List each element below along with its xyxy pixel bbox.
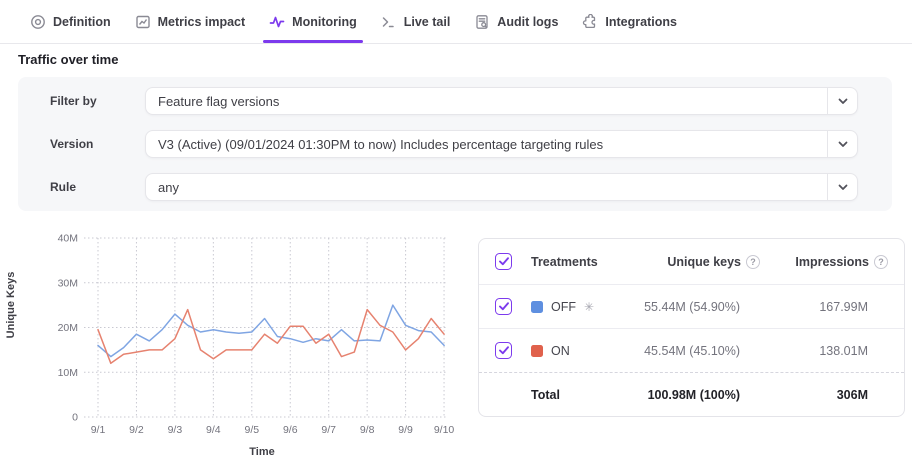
target-icon: [30, 14, 46, 30]
table-header-row: Treatments Unique keys ? Impressions ?: [479, 239, 904, 284]
help-icon[interactable]: ?: [746, 254, 760, 269]
svg-text:9/4: 9/4: [206, 424, 221, 436]
tab-audit-logs[interactable]: Audit logs: [462, 0, 570, 43]
svg-text:9/10: 9/10: [434, 424, 455, 436]
off-treatment-checkbox[interactable]: [495, 298, 512, 315]
on-impressions-value: 138.01M: [819, 343, 868, 358]
off-unique-keys-value: 55.44M (54.90%): [644, 299, 740, 314]
chart-canvas: 0 10M 20M 30M 40M 9/1 9/2 9/3 9/4 9/5 9/6 9/7 9/8 9/9…: [5, 233, 455, 459]
metrics-chart-icon: [135, 14, 151, 30]
treatment-name: ON: [551, 343, 570, 358]
rule-select[interactable]: any: [145, 173, 858, 201]
total-label: Total: [531, 387, 560, 402]
svg-text:Unique Keys: Unique Keys: [5, 272, 17, 339]
version-label: Version: [50, 137, 94, 151]
table-row-on: ON 45.54M (45.10%) 138.01M: [479, 328, 904, 372]
filter-panel: Filter by Feature flag versions Version …: [18, 77, 892, 211]
impressions-column-header: Impressions: [795, 254, 869, 269]
svg-text:30M: 30M: [58, 277, 78, 289]
svg-text:10M: 10M: [58, 367, 78, 379]
svg-text:9/3: 9/3: [168, 424, 183, 436]
filter-row-filter-by: Filter by Feature flag versions: [50, 87, 858, 115]
svg-text:0: 0: [72, 412, 78, 424]
svg-text:9/8: 9/8: [360, 424, 375, 436]
filter-by-select[interactable]: Feature flag versions: [145, 87, 858, 115]
tab-monitoring[interactable]: Monitoring: [257, 0, 369, 43]
filter-by-value: Feature flag versions: [158, 93, 280, 109]
tab-label: Metrics impact: [157, 14, 246, 29]
svg-text:9/2: 9/2: [129, 424, 144, 436]
chevron-down-icon[interactable]: [827, 131, 857, 157]
tab-label: Audit logs: [497, 14, 559, 29]
svg-text:20M: 20M: [58, 322, 78, 334]
tab-bar: Definition Metrics impact Monitoring Liv…: [0, 0, 912, 44]
select-all-checkbox[interactable]: [495, 253, 512, 270]
chevron-down-icon[interactable]: [827, 88, 857, 114]
default-treatment-icon: ✳: [584, 299, 595, 314]
svg-text:9/7: 9/7: [321, 424, 336, 436]
svg-text:9/5: 9/5: [244, 424, 259, 436]
tab-metrics-impact[interactable]: Metrics impact: [123, 0, 258, 43]
tab-live-tail[interactable]: Live tail: [369, 0, 463, 43]
traffic-line-chart: 0 10M 20M 30M 40M 9/1 9/2 9/3 9/4 9/5 9/6 9/7 9/8 9/9…: [0, 225, 470, 470]
treatment-name: OFF: [551, 299, 576, 314]
table-total-row: Total 100.98M (100%) 306M: [479, 372, 904, 416]
total-unique-keys-value: 100.98M (100%): [647, 387, 740, 402]
pulse-icon: [269, 14, 285, 30]
svg-text:9/6: 9/6: [283, 424, 298, 436]
chevron-down-icon[interactable]: [827, 174, 857, 200]
tab-label: Monitoring: [292, 14, 357, 29]
svg-text:40M: 40M: [58, 233, 78, 245]
treatments-column-header: Treatments: [531, 254, 598, 269]
svg-text:9/9: 9/9: [398, 424, 413, 436]
tab-label: Definition: [53, 14, 111, 29]
unique-keys-column-header: Unique keys: [667, 254, 741, 269]
terminal-icon: [381, 14, 397, 30]
filter-by-label: Filter by: [50, 94, 97, 108]
version-value: V3 (Active) (09/01/2024 01:30PM to now) …: [158, 136, 604, 152]
rule-value: any: [158, 179, 179, 195]
tab-integrations[interactable]: Integrations: [570, 0, 689, 43]
svg-text:Time: Time: [249, 446, 274, 458]
on-series-swatch: [531, 344, 543, 357]
version-select[interactable]: V3 (Active) (09/01/2024 01:30PM to now) …: [145, 130, 858, 158]
treatments-table: Treatments Unique keys ? Impressions ? O…: [478, 238, 905, 417]
document-search-icon: [474, 14, 490, 30]
tab-label: Live tail: [403, 14, 451, 29]
on-unique-keys-value: 45.54M (45.10%): [644, 343, 740, 358]
page-title: Traffic over time: [18, 52, 119, 67]
on-treatment-checkbox[interactable]: [495, 342, 512, 359]
rule-label: Rule: [50, 180, 77, 194]
svg-text:9/1: 9/1: [91, 424, 106, 436]
filter-row-rule: Rule any: [50, 173, 858, 201]
table-row-off: OFF ✳ 55.44M (54.90%) 167.99M: [479, 284, 904, 328]
total-impressions-value: 306M: [836, 387, 868, 402]
off-impressions-value: 167.99M: [819, 299, 868, 314]
filter-row-version: Version V3 (Active) (09/01/2024 01:30PM …: [50, 130, 858, 158]
off-series-swatch: [531, 300, 543, 313]
help-icon[interactable]: ?: [874, 254, 888, 269]
puzzle-icon: [582, 13, 598, 30]
tab-label: Integrations: [605, 14, 677, 29]
tab-definition[interactable]: Definition: [18, 0, 123, 43]
